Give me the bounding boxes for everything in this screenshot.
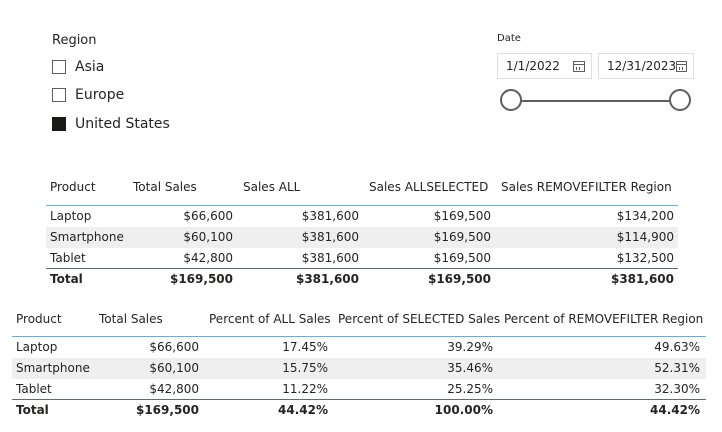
table-cell: 49.63% [654, 340, 700, 354]
region-option-label: United States [75, 116, 170, 132]
total-cell: 44.42% [650, 403, 700, 417]
table-cell: $169,500 [433, 251, 491, 265]
table-cell: $381,600 [301, 230, 359, 244]
date-start-input[interactable]: 1/1/2022 [497, 53, 592, 79]
column-header-product[interactable]: Product [16, 312, 62, 326]
table-cell: 52.31% [654, 361, 700, 375]
date-slicer-title: Date [497, 33, 521, 44]
table-cell: 39.29% [447, 340, 493, 354]
column-header-product[interactable]: Product [50, 180, 96, 194]
table-cell: $381,600 [301, 209, 359, 223]
header-divider [46, 205, 678, 206]
total-cell: $381,600 [610, 272, 674, 286]
column-header-sales-removefilter[interactable]: Sales REMOVEFILTER Region [501, 180, 672, 194]
date-end-value: 12/31/2023 [607, 59, 677, 73]
column-header-percent-removefilter[interactable]: Percent of REMOVEFILTER Region [504, 312, 704, 326]
date-range-end-handle[interactable] [669, 89, 691, 111]
checkbox-icon[interactable] [52, 60, 66, 74]
table-cell: 32.30% [654, 382, 700, 396]
calendar-icon[interactable] [573, 60, 585, 72]
table-cell: $169,500 [433, 209, 491, 223]
region-option-label: Europe [75, 87, 125, 103]
column-header-percent-all[interactable]: Percent of ALL Sales [209, 312, 331, 326]
column-header-percent-selected[interactable]: Percent of SELECTED Sales [338, 312, 501, 326]
table-cell: Smartphone [50, 230, 124, 244]
table-cell: Laptop [50, 209, 92, 223]
table-cell: $60,100 [183, 230, 233, 244]
header-divider [12, 336, 706, 337]
table-cell: $132,500 [616, 251, 674, 265]
region-option-asia[interactable]: Asia [52, 57, 104, 77]
table-cell: Tablet [16, 382, 52, 396]
table-cell: 15.75% [282, 361, 328, 375]
total-cell: $169,500 [427, 272, 491, 286]
total-cell: $169,500 [169, 272, 233, 286]
region-option-united-states[interactable]: United States [52, 114, 170, 134]
table-cell: 25.25% [447, 382, 493, 396]
total-cell: 44.42% [278, 403, 328, 417]
table-cell: $42,800 [183, 251, 233, 265]
total-divider [12, 399, 706, 400]
table-cell: $42,800 [149, 382, 199, 396]
calendar-icon[interactable] [676, 60, 687, 72]
total-divider [46, 268, 678, 269]
total-cell: $381,600 [295, 272, 359, 286]
column-header-sales-allselected[interactable]: Sales ALLSELECTED [369, 180, 489, 194]
table-cell: 35.46% [447, 361, 493, 375]
checkbox-icon[interactable] [52, 88, 66, 102]
date-start-value: 1/1/2022 [506, 59, 560, 73]
total-label: Total [16, 403, 49, 417]
table-cell: $66,600 [183, 209, 233, 223]
region-option-label: Asia [75, 59, 105, 75]
region-option-europe[interactable]: Europe [52, 85, 124, 105]
table-cell: 11.22% [282, 382, 328, 396]
total-label: Total [50, 272, 83, 286]
date-end-input[interactable]: 12/31/2023 [598, 53, 694, 79]
total-cell: 100.00% [434, 403, 493, 417]
column-header-total-sales[interactable]: Total Sales [99, 312, 163, 326]
row-highlight [46, 227, 678, 248]
date-range-track[interactable] [512, 100, 680, 102]
region-slicer-title: Region [52, 33, 97, 48]
column-header-sales-all[interactable]: Sales ALL [243, 180, 301, 194]
total-cell: $169,500 [135, 403, 199, 417]
table-cell: $60,100 [149, 361, 199, 375]
table-cell: Laptop [16, 340, 58, 354]
table-cell: Tablet [50, 251, 86, 265]
table-cell: $66,600 [149, 340, 199, 354]
date-range-start-handle[interactable] [500, 89, 522, 111]
row-highlight [12, 358, 706, 379]
table-cell: 17.45% [282, 340, 328, 354]
table-cell: $169,500 [433, 230, 491, 244]
table-cell: $114,900 [616, 230, 674, 244]
column-header-total-sales[interactable]: Total Sales [133, 180, 197, 194]
table-cell: $381,600 [301, 251, 359, 265]
checkbox-checked-icon[interactable] [52, 117, 66, 131]
table-cell: $134,200 [616, 209, 674, 223]
table-cell: Smartphone [16, 361, 90, 375]
